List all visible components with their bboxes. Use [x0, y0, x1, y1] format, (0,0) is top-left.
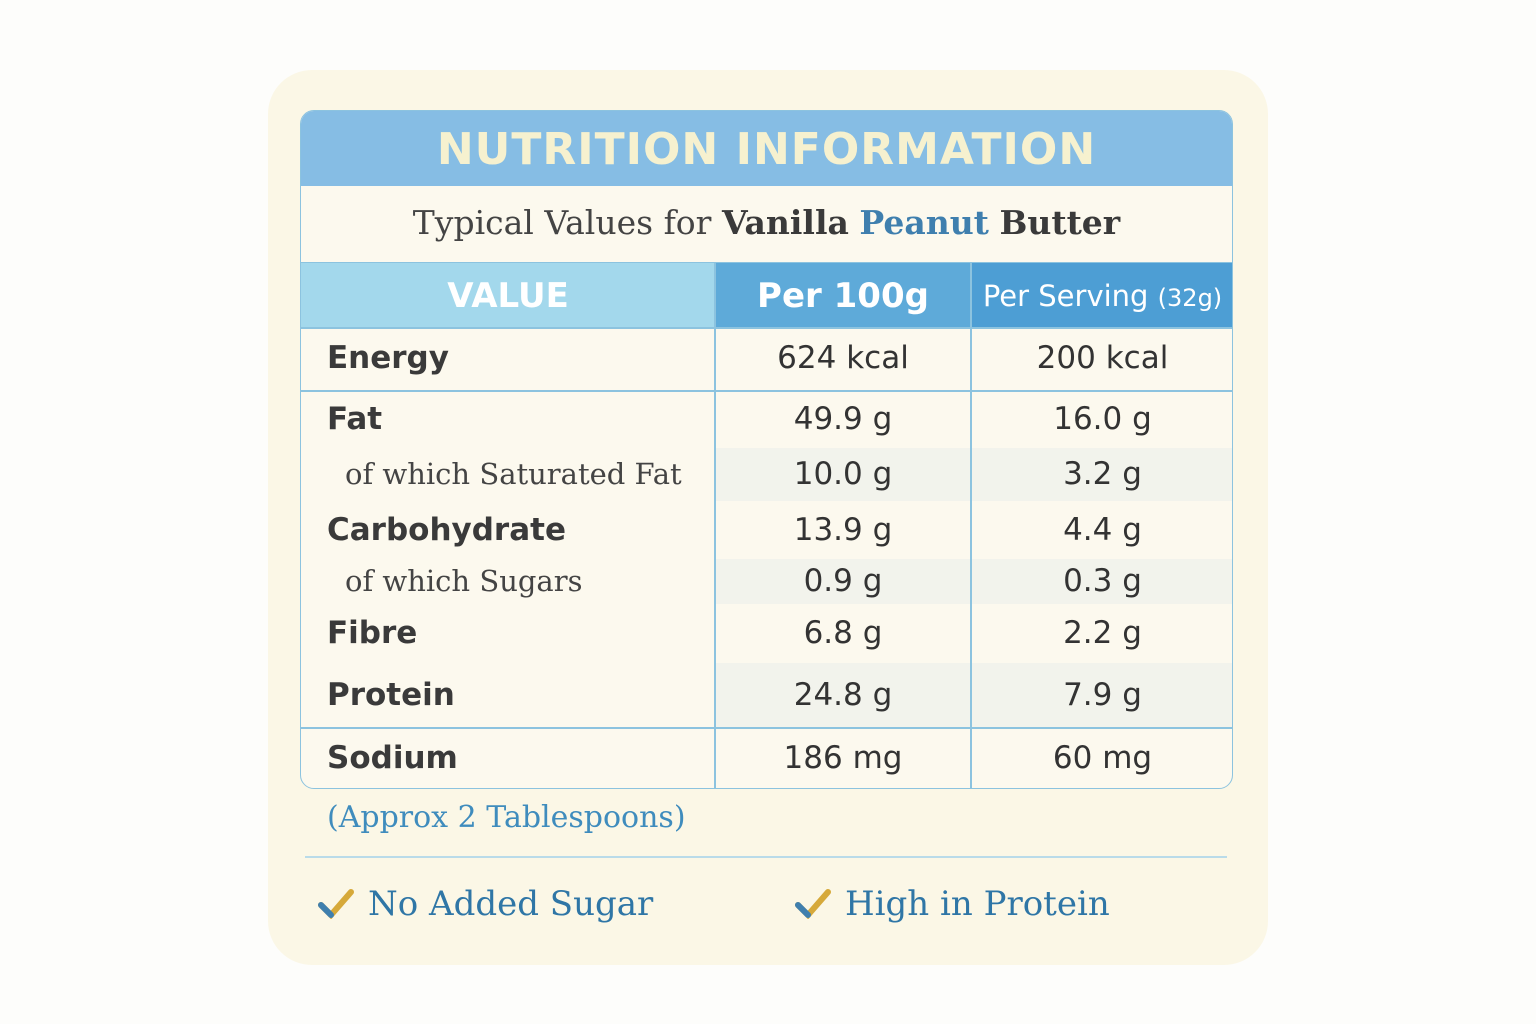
- nutrient-value: 624 kcal: [777, 340, 909, 376]
- nutrient-value: 2.2 g: [1063, 615, 1142, 651]
- footnote: (Approx 2 Tablespoons): [327, 800, 686, 835]
- row-rule: [301, 727, 1232, 729]
- header-cell: VALUE: [301, 263, 715, 327]
- nutrient-name: Carbohydrate: [327, 511, 566, 548]
- nutrient-value: 7.9 g: [1063, 676, 1142, 713]
- nutrient-value: 0.3 g: [1063, 563, 1142, 599]
- subtitle-lead: Typical Values for: [412, 203, 712, 242]
- column-rule: [970, 263, 972, 788]
- nutrient-name: Sodium: [327, 739, 458, 776]
- nutrient-value: 6.8 g: [803, 615, 883, 651]
- nutrient-value: 200 kcal: [1036, 340, 1169, 376]
- claim: No Added Sugar: [318, 884, 653, 924]
- check-icon: [318, 889, 354, 919]
- row-shade: [715, 663, 1232, 727]
- row-shade: [715, 559, 1232, 604]
- claim-text: No Added Sugar: [368, 884, 654, 924]
- header-note: (32g): [1157, 284, 1223, 312]
- nutrient-name: of which Saturated Fat: [345, 457, 682, 491]
- claim-text: High in Protein: [845, 884, 1110, 924]
- nutrient-name: Protein: [327, 676, 455, 713]
- nutrient-name: Fibre: [327, 615, 418, 651]
- nutrient-name: Fat: [327, 400, 383, 437]
- row-shade: [715, 448, 1232, 501]
- nutrient-value: 4.4 g: [1063, 511, 1142, 548]
- nutrient-value: 186 mg: [783, 739, 903, 776]
- nutrient-value: 16.0 g: [1053, 400, 1152, 437]
- nutrient-value: 0.9 g: [803, 563, 883, 599]
- nutrient-value: 49.9 g: [793, 400, 893, 437]
- product-word: Vanilla: [721, 203, 849, 242]
- product-word: Butter: [999, 203, 1121, 242]
- divider: [305, 856, 1227, 858]
- nutrient-name: Energy: [327, 340, 449, 376]
- nutrient-value: 3.2 g: [1063, 456, 1142, 492]
- nutrient-value: 10.0 g: [793, 456, 893, 492]
- header-cell: Per Serving (32g): [971, 263, 1232, 327]
- header-text: Per Serving: [982, 279, 1149, 313]
- header-cell: Per 100g: [715, 263, 971, 327]
- check-icon: [795, 889, 831, 919]
- row-rule: [301, 390, 1232, 392]
- nutrition-table: NUTRITION INFORMATION Typical Values for…: [300, 110, 1233, 789]
- nutrient-value: 24.8 g: [793, 676, 893, 713]
- title: NUTRITION INFORMATION: [301, 111, 1232, 186]
- subtitle: Typical Values for Vanilla Peanut Butter: [301, 186, 1232, 263]
- claim: High in Protein: [795, 884, 1110, 924]
- product-word: Peanut: [859, 203, 989, 242]
- nutrient-value: 13.9 g: [793, 511, 893, 548]
- nutrient-name: of which Sugars: [345, 564, 583, 598]
- row-rule: [301, 327, 1232, 329]
- nutrient-value: 60 mg: [1052, 739, 1153, 776]
- column-rule: [714, 263, 716, 788]
